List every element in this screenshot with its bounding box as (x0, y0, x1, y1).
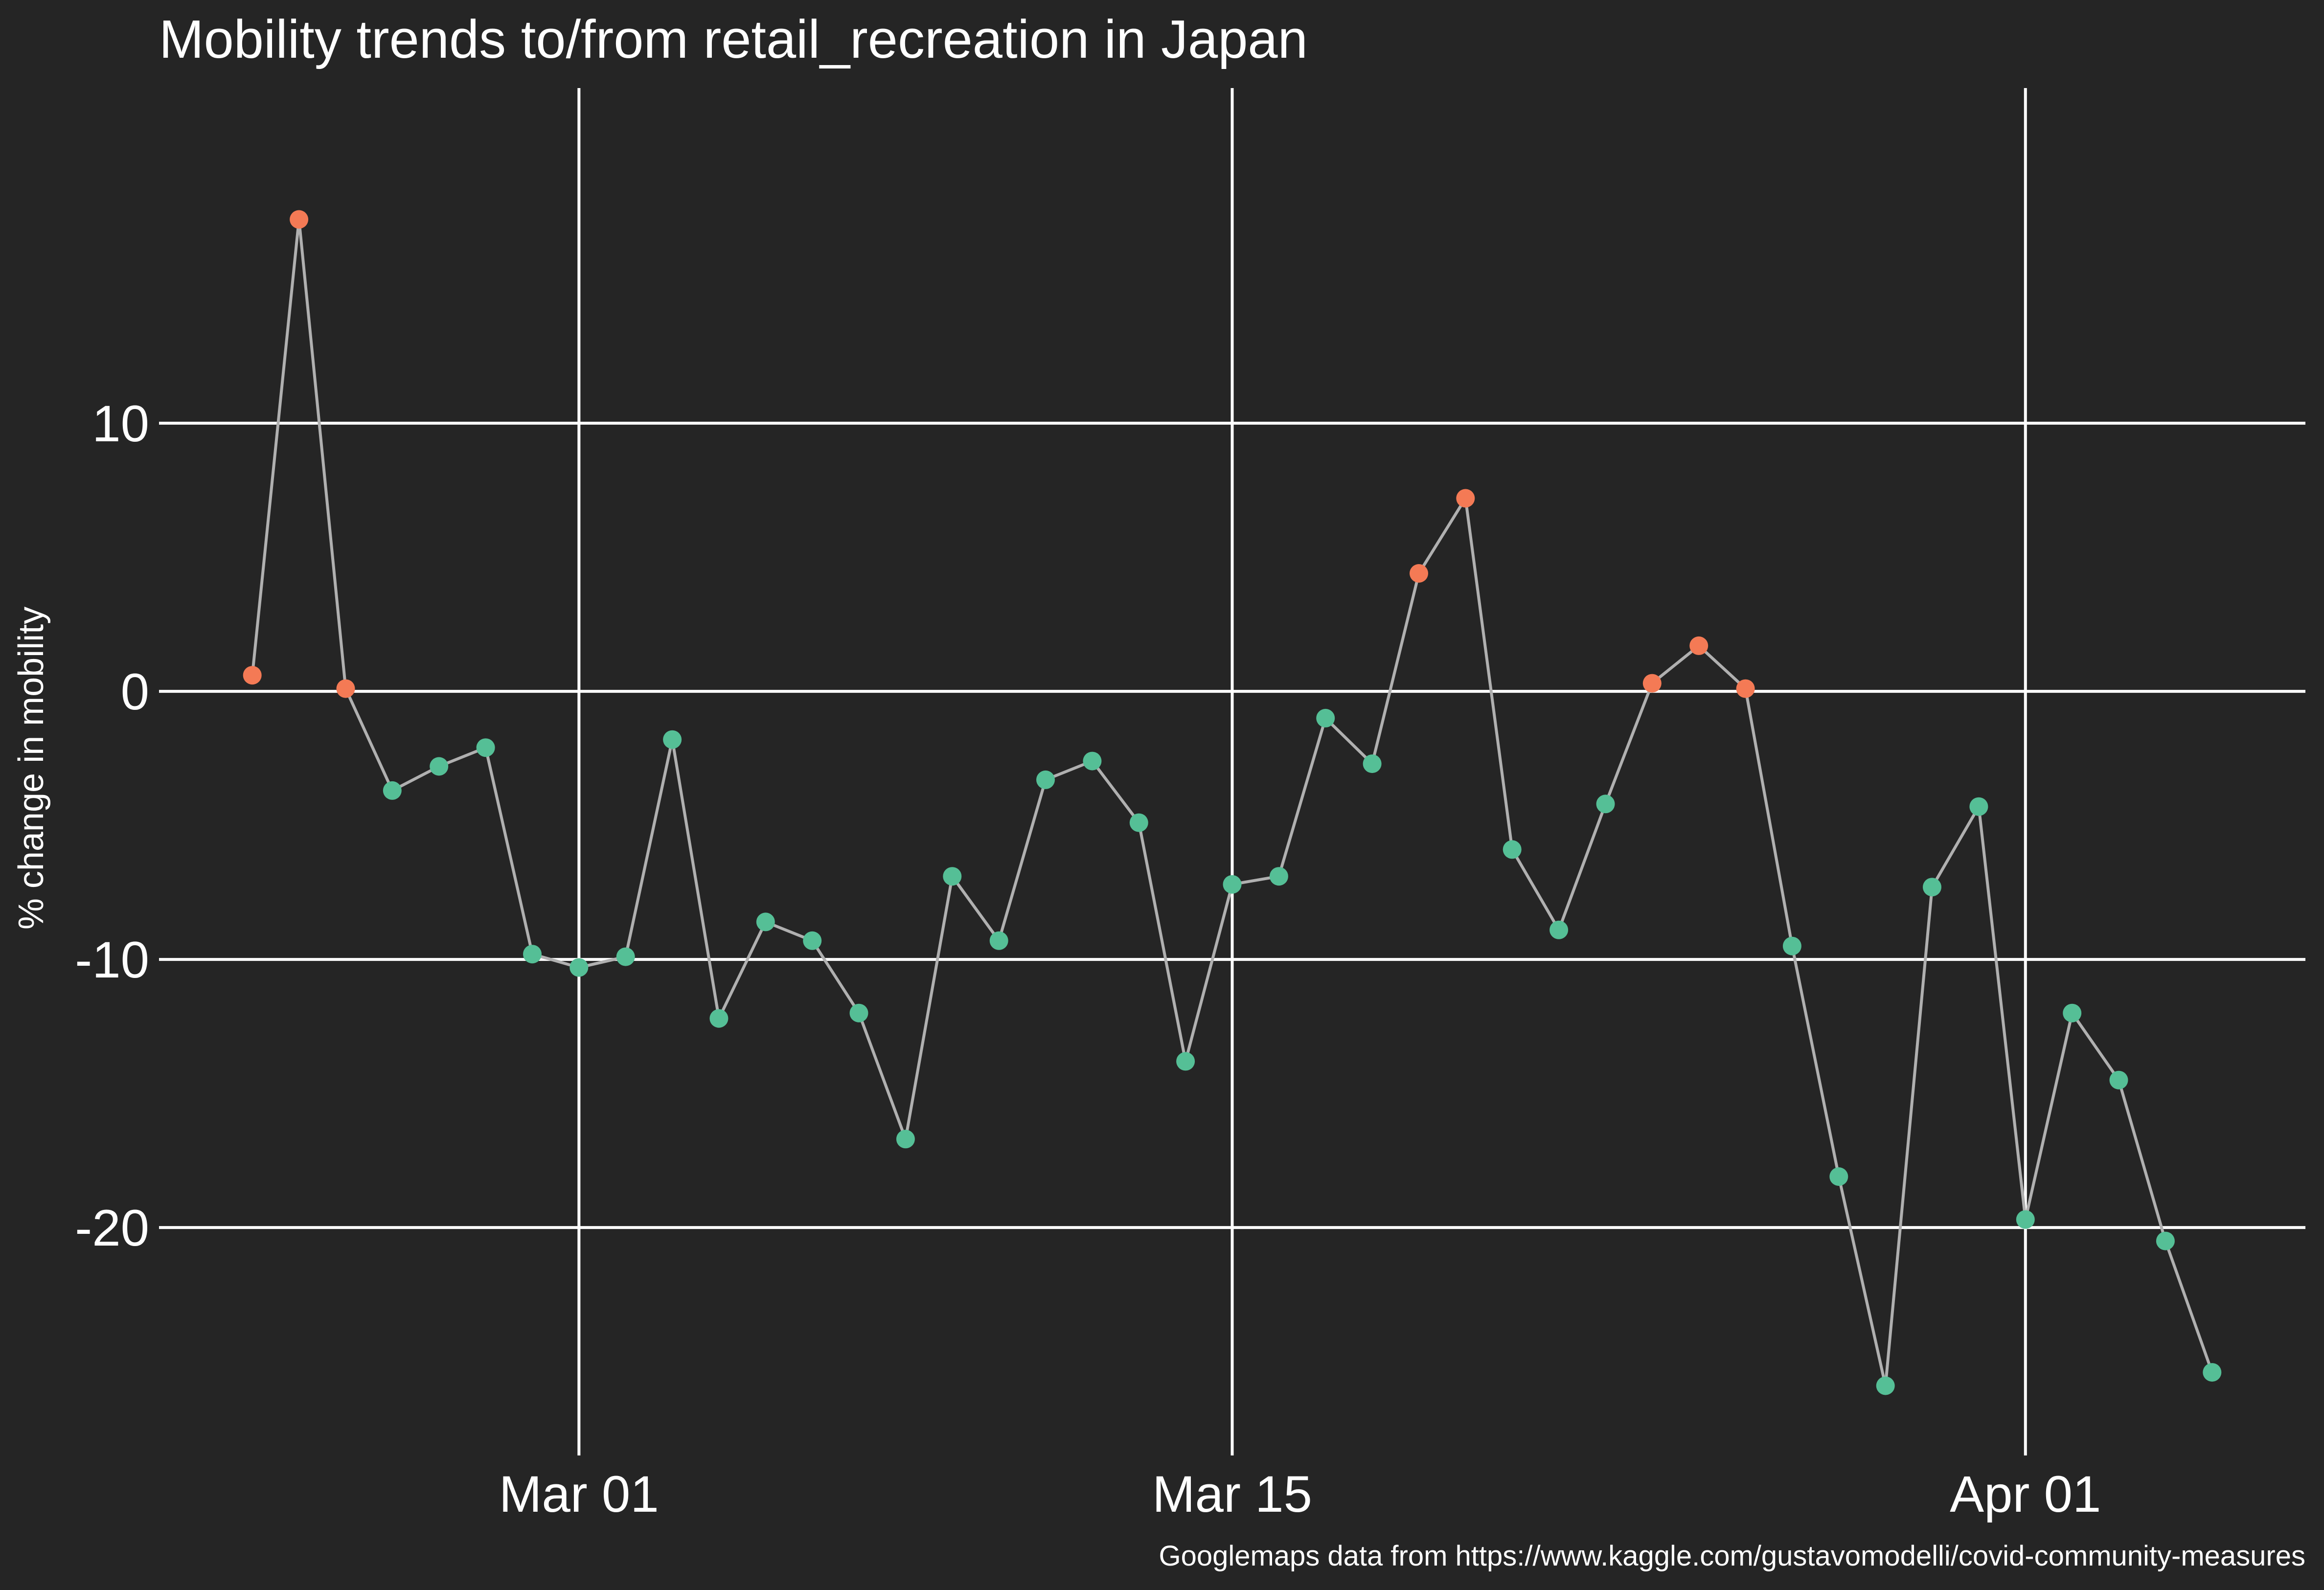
x-tick-label: Mar 15 (1152, 1466, 1312, 1523)
data-point (1036, 770, 1055, 789)
data-point (1083, 751, 1102, 771)
chart-caption: Googlemaps data from https://www.kaggle.… (1159, 1540, 2305, 1572)
y-tick-label: 10 (92, 395, 149, 453)
data-point (523, 945, 542, 964)
data-point (1596, 795, 1615, 814)
data-point (756, 912, 775, 931)
data-point (709, 1009, 729, 1028)
data-point (336, 679, 355, 698)
data-point (2016, 1210, 2035, 1229)
data-point (1410, 564, 1428, 583)
data-point (1642, 674, 1662, 693)
data-point (1782, 936, 1801, 955)
data-point (2109, 1070, 2128, 1090)
data-point (1829, 1167, 1848, 1186)
x-tick-label: Mar 01 (499, 1466, 659, 1523)
data-point (849, 1003, 868, 1022)
data-point (1456, 489, 1475, 508)
data-point (1269, 867, 1288, 886)
data-point (1363, 754, 1382, 773)
y-tick-labels: 10 0 -10 -20 (75, 395, 149, 1257)
x-tick-label: Apr 01 (1950, 1466, 2101, 1523)
data-point (663, 730, 682, 749)
data-point (1223, 875, 1242, 894)
data-point (243, 666, 262, 685)
x-tick-labels: Mar 01 Mar 15 Apr 01 (499, 1466, 2101, 1523)
data-point (989, 931, 1008, 950)
data-point (1969, 797, 1988, 816)
data-point (896, 1130, 915, 1149)
data-point (1549, 920, 1569, 939)
chart-title: Mobility trends to/from retail_recreatio… (159, 9, 1308, 69)
data-point (1736, 679, 1755, 698)
data-points (243, 210, 2222, 1395)
data-point (1689, 636, 1709, 655)
data-point (2203, 1363, 2222, 1382)
gridlines (159, 88, 2305, 1455)
data-point (1923, 878, 1941, 897)
data-point (1503, 840, 1522, 859)
data-point (1129, 813, 1148, 832)
data-point (570, 958, 589, 977)
data-point (616, 947, 635, 966)
data-point (290, 210, 309, 229)
data-point (2063, 1003, 2082, 1022)
data-point (1876, 1376, 1895, 1395)
data-point (943, 867, 962, 886)
data-point (2156, 1231, 2175, 1250)
y-axis-label: % change in mobility (12, 607, 51, 930)
data-point (476, 738, 495, 757)
data-point (1316, 708, 1335, 727)
data-point (430, 757, 449, 776)
data-point (803, 931, 822, 950)
y-tick-label: 0 (121, 663, 149, 721)
y-tick-label: -20 (75, 1200, 149, 1257)
data-point (1176, 1052, 1195, 1071)
data-point (383, 781, 402, 800)
y-tick-label: -10 (75, 931, 149, 989)
